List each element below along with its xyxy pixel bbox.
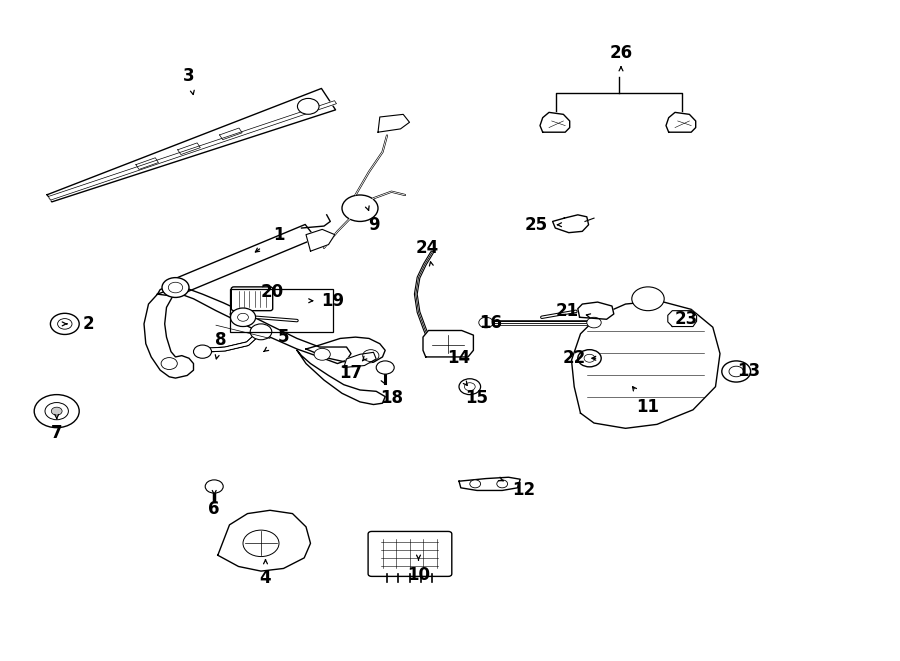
- Polygon shape: [572, 301, 720, 428]
- Polygon shape: [578, 302, 614, 319]
- Circle shape: [314, 348, 330, 360]
- Circle shape: [578, 350, 601, 367]
- Circle shape: [722, 361, 751, 382]
- Polygon shape: [666, 112, 696, 132]
- Polygon shape: [170, 225, 316, 294]
- Circle shape: [632, 287, 664, 311]
- Circle shape: [376, 361, 394, 374]
- Text: 26: 26: [609, 44, 633, 62]
- Text: 23: 23: [674, 309, 698, 328]
- Polygon shape: [306, 229, 335, 251]
- Text: 11: 11: [636, 397, 660, 416]
- Text: 13: 13: [737, 362, 760, 381]
- Circle shape: [230, 308, 256, 327]
- Text: 17: 17: [339, 364, 363, 383]
- Text: 21: 21: [555, 301, 579, 320]
- Circle shape: [58, 319, 72, 329]
- Text: 20: 20: [260, 283, 284, 301]
- Circle shape: [250, 324, 272, 340]
- Text: 3: 3: [184, 67, 194, 85]
- Circle shape: [205, 480, 223, 493]
- Text: 15: 15: [465, 389, 489, 407]
- Polygon shape: [47, 89, 336, 202]
- Circle shape: [50, 313, 79, 334]
- Text: 12: 12: [512, 481, 535, 500]
- Text: 25: 25: [525, 215, 548, 234]
- Text: 16: 16: [479, 313, 502, 332]
- Text: 9: 9: [368, 215, 379, 234]
- Circle shape: [34, 395, 79, 428]
- Text: 4: 4: [260, 569, 271, 588]
- Circle shape: [51, 407, 62, 415]
- Circle shape: [584, 354, 595, 362]
- Polygon shape: [668, 311, 697, 327]
- Polygon shape: [344, 352, 376, 368]
- Circle shape: [297, 98, 319, 114]
- Polygon shape: [306, 337, 385, 364]
- Circle shape: [194, 345, 212, 358]
- Polygon shape: [540, 112, 570, 132]
- Circle shape: [479, 317, 493, 328]
- Polygon shape: [158, 286, 351, 364]
- Circle shape: [243, 530, 279, 557]
- FancyBboxPatch shape: [368, 531, 452, 576]
- Polygon shape: [144, 294, 194, 378]
- Circle shape: [238, 313, 248, 321]
- Polygon shape: [459, 477, 520, 490]
- Circle shape: [45, 403, 68, 420]
- Text: 19: 19: [321, 292, 345, 310]
- FancyBboxPatch shape: [231, 287, 273, 311]
- Text: 10: 10: [407, 566, 430, 584]
- Bar: [230, 289, 333, 332]
- Circle shape: [162, 278, 189, 297]
- Text: 14: 14: [447, 349, 471, 368]
- Circle shape: [161, 358, 177, 369]
- Circle shape: [464, 383, 475, 391]
- Circle shape: [587, 317, 601, 328]
- Text: 2: 2: [83, 315, 94, 333]
- Circle shape: [342, 195, 378, 221]
- Circle shape: [729, 366, 743, 377]
- Text: 18: 18: [380, 389, 403, 407]
- Circle shape: [459, 379, 481, 395]
- Circle shape: [168, 282, 183, 293]
- Polygon shape: [553, 215, 589, 233]
- Polygon shape: [297, 350, 385, 405]
- Text: 1: 1: [274, 225, 284, 244]
- Text: 8: 8: [215, 331, 226, 350]
- Text: 22: 22: [562, 349, 586, 368]
- Text: 24: 24: [416, 239, 439, 257]
- Polygon shape: [378, 114, 410, 132]
- Text: 6: 6: [209, 500, 220, 518]
- Text: 7: 7: [51, 424, 62, 442]
- Polygon shape: [218, 510, 310, 571]
- Polygon shape: [49, 100, 337, 200]
- Polygon shape: [423, 330, 473, 357]
- Text: 5: 5: [278, 328, 289, 346]
- Circle shape: [497, 480, 508, 488]
- Circle shape: [470, 480, 481, 488]
- Circle shape: [363, 350, 379, 362]
